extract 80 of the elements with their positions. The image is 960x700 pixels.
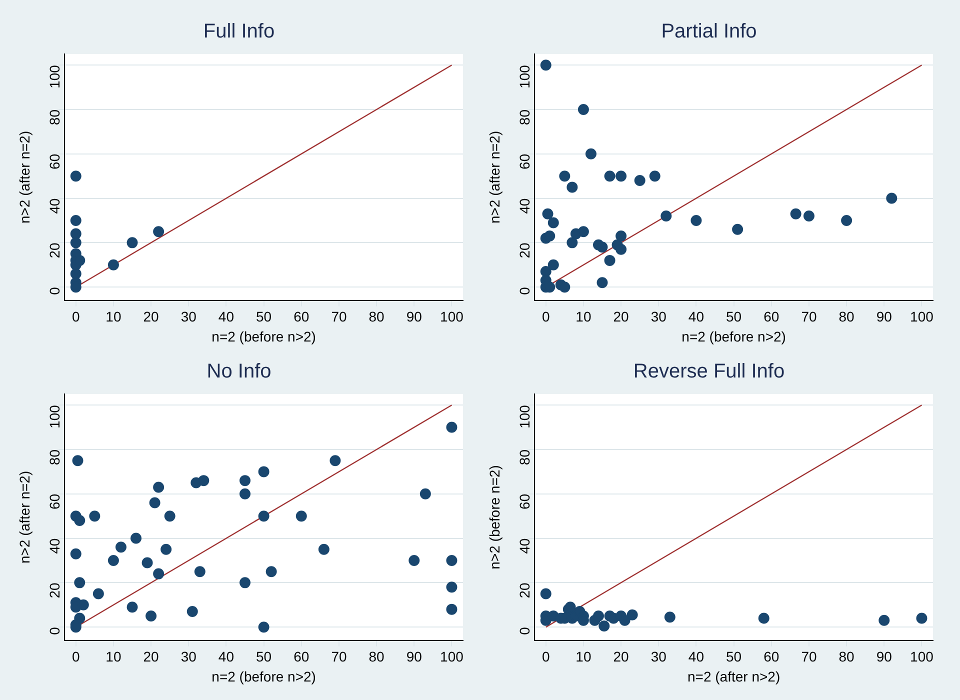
x-axis-title: n=2 (before n>2)	[212, 328, 316, 344]
x-tick-label: 90	[876, 308, 892, 325]
x-tick-label: 40	[688, 648, 704, 665]
x-tick-label: 10	[106, 648, 122, 665]
y-tick-label: 60	[516, 494, 532, 510]
y-axis-title: n>2 (after n=2)	[16, 470, 32, 564]
x-tick-label: 40	[218, 648, 234, 665]
x-tick-label: 60	[764, 308, 780, 325]
y-tick-label: 100	[516, 404, 532, 428]
y-axis-title: n>2 (after n=2)	[16, 130, 32, 224]
y-tick-label: 20	[46, 582, 62, 598]
y-axis-title: n>2 (before n=2)	[486, 465, 502, 570]
y-tick-label: 0	[46, 626, 62, 635]
x-tick-label: 100	[910, 648, 934, 665]
y-tick-label: 80	[516, 449, 532, 466]
y-tick-label: 40	[46, 198, 62, 214]
x-tick-label: 30	[180, 648, 197, 665]
x-tick-label: 40	[688, 308, 704, 325]
y-axis-title: n>2 (after n=2)	[486, 130, 502, 224]
x-tick-label: 60	[294, 308, 310, 325]
x-tick-label: 0	[542, 648, 550, 665]
x-tick-label: 10	[576, 308, 592, 325]
y-tick-label: 20	[516, 582, 532, 598]
x-tick-label: 20	[613, 308, 630, 325]
x-tick-label: 80	[838, 308, 855, 325]
y-tick-label: 100	[46, 64, 62, 88]
chart-title: Partial Info	[661, 20, 757, 43]
x-tick-label: 80	[368, 308, 385, 325]
y-tick-label: 40	[516, 198, 532, 214]
y-tick-label: 80	[46, 449, 62, 466]
x-tick-label: 100	[440, 648, 464, 665]
x-tick-label: 50	[256, 648, 272, 665]
y-tick-label: 0	[516, 286, 532, 295]
x-tick-label: 50	[726, 648, 742, 665]
x-tick-label: 0	[542, 308, 550, 325]
chart-title: Full Info	[203, 20, 275, 43]
x-tick-label: 20	[143, 308, 160, 325]
x-tick-label: 90	[406, 308, 422, 325]
y-tick-label: 60	[46, 494, 62, 510]
x-tick-label: 0	[72, 308, 80, 325]
y-tick-label: 80	[46, 109, 62, 126]
x-tick-label: 70	[331, 308, 347, 325]
x-tick-label: 70	[801, 648, 817, 665]
x-axis-title: n=2 (before n>2)	[682, 328, 786, 344]
x-tick-label: 30	[180, 308, 197, 325]
y-tick-label: 100	[46, 404, 62, 428]
x-tick-label: 70	[331, 648, 347, 665]
chart-title: Reverse Full Info	[633, 360, 785, 383]
x-axis-title: n=2 (before n>2)	[212, 668, 316, 684]
y-tick-label: 0	[516, 626, 532, 635]
x-tick-label: 90	[406, 648, 422, 665]
x-tick-label: 50	[726, 308, 742, 325]
y-tick-label: 80	[516, 109, 532, 126]
x-tick-label: 20	[143, 648, 160, 665]
x-tick-label: 70	[801, 308, 817, 325]
y-tick-label: 60	[46, 154, 62, 170]
x-tick-label: 30	[650, 648, 667, 665]
y-tick-label: 20	[516, 242, 532, 258]
y-tick-label: 40	[46, 538, 62, 554]
x-tick-label: 80	[838, 648, 855, 665]
x-tick-label: 60	[294, 648, 310, 665]
x-tick-label: 40	[218, 308, 234, 325]
x-tick-label: 50	[256, 308, 272, 325]
y-tick-label: 20	[46, 242, 62, 258]
x-axis-title: n=2 (after n>2)	[687, 668, 780, 684]
x-tick-label: 60	[764, 648, 780, 665]
x-tick-label: 100	[440, 308, 464, 325]
x-tick-label: 10	[106, 308, 122, 325]
y-tick-label: 0	[46, 286, 62, 295]
y-tick-label: 100	[516, 64, 532, 88]
x-tick-label: 100	[910, 308, 934, 325]
y-tick-label: 40	[516, 538, 532, 554]
x-tick-label: 80	[368, 648, 385, 665]
chart-title: No Info	[206, 360, 272, 383]
x-tick-label: 20	[613, 648, 630, 665]
x-tick-label: 0	[72, 648, 80, 665]
x-tick-label: 30	[650, 308, 667, 325]
y-tick-label: 60	[516, 154, 532, 170]
x-tick-label: 10	[576, 648, 592, 665]
x-tick-label: 90	[876, 648, 892, 665]
